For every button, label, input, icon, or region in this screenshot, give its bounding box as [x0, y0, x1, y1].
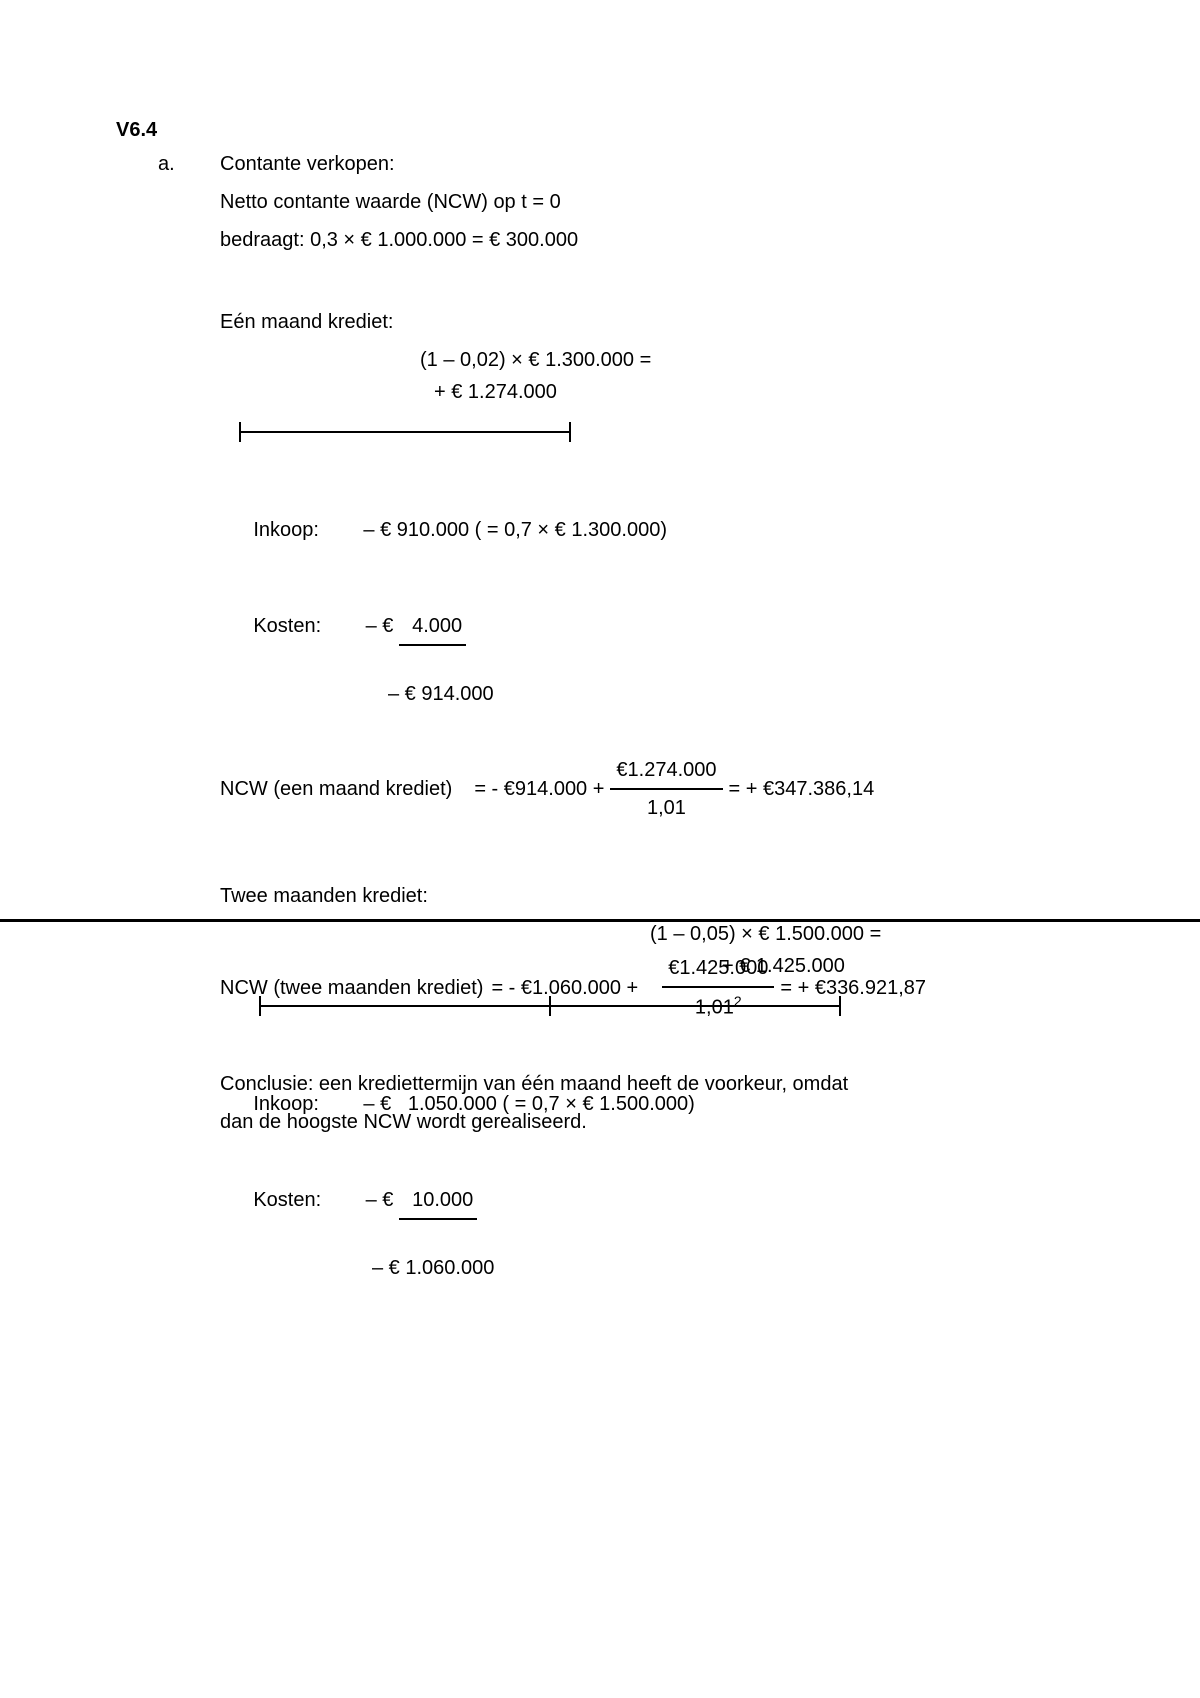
kosten-prefix-2: – € [366, 1189, 394, 1211]
content-below: NCW (twee maanden krediet) = - €1.060.00… [220, 952, 1100, 1144]
ncw2-num: €1.425.000 [662, 952, 774, 988]
contante-title: Contante verkopen: [220, 148, 1100, 180]
section-heading: V6.4 [116, 114, 157, 146]
contante-line2: Netto contante waarde (NCW) op t = 0 [220, 186, 1100, 218]
kosten-label-1: Kosten: [253, 615, 321, 637]
ncw-twee-maanden: NCW (twee maanden krediet) = - €1.060.00… [220, 952, 1100, 1024]
sum-1: – € 914.000 [388, 678, 1100, 710]
ncw-een-maand: NCW (een maand krediet) = - €914.000 + €… [220, 754, 1100, 824]
twee-maanden-calc1: (1 – 0,05) × € 1.500.000 = [650, 918, 1100, 950]
ncw1-label: NCW (een maand krediet) [220, 773, 452, 805]
kosten-label-2: Kosten: [253, 1189, 321, 1211]
ncw1-result: = + €347.386,14 [729, 773, 875, 805]
page: V6.4 a. Contante verkopen: Netto contant… [0, 0, 1200, 1698]
een-maand-calc2: + € 1.274.000 [434, 376, 1100, 408]
twee-maanden-title: Twee maanden krediet: [220, 880, 1100, 912]
ncw2-den: 1,012 [662, 988, 774, 1024]
ncw1-den: 1,01 [610, 790, 722, 824]
kosten-value-1: 4.000 [412, 615, 462, 637]
ncw1-eq1: = - €914.000 + [474, 773, 604, 805]
conclusie-line2: dan de hoogste NCW wordt gerealiseerd. [220, 1106, 1100, 1138]
ncw2-result: = + €336.921,87 [780, 972, 926, 1004]
list-marker-a: a. [158, 148, 175, 180]
inkoop-value-1: – € 910.000 ( = 0,7 × € 1.300.000) [363, 519, 667, 541]
kosten-value-2: 10.000 [412, 1189, 473, 1211]
ncw1-fraction: €1.274.000 1,01 [610, 754, 722, 824]
contante-line3: bedraagt: 0,3 × € 1.000.000 = € 300.000 [220, 224, 1100, 256]
ncw2-fraction: €1.425.000 1,012 [662, 952, 774, 1024]
ncw1-num: €1.274.000 [610, 754, 722, 790]
divider-line [0, 919, 1200, 922]
inkoop-label-1: Inkoop: [253, 519, 319, 541]
een-maand-calc1: (1 – 0,02) × € 1.300.000 = [420, 344, 1100, 376]
ncw2-eq1: = - €1.060.000 + [491, 972, 638, 1004]
conclusie-line1: Conclusie: een krediettermijn van één ma… [220, 1068, 1100, 1100]
timeline-one-month [220, 412, 1100, 472]
ncw2-label: NCW (twee maanden krediet) [220, 972, 483, 1004]
een-maand-title: Eén maand krediet: [220, 306, 1100, 338]
sum-2: – € 1.060.000 [372, 1252, 1100, 1284]
kosten-prefix-1: – € [366, 615, 394, 637]
